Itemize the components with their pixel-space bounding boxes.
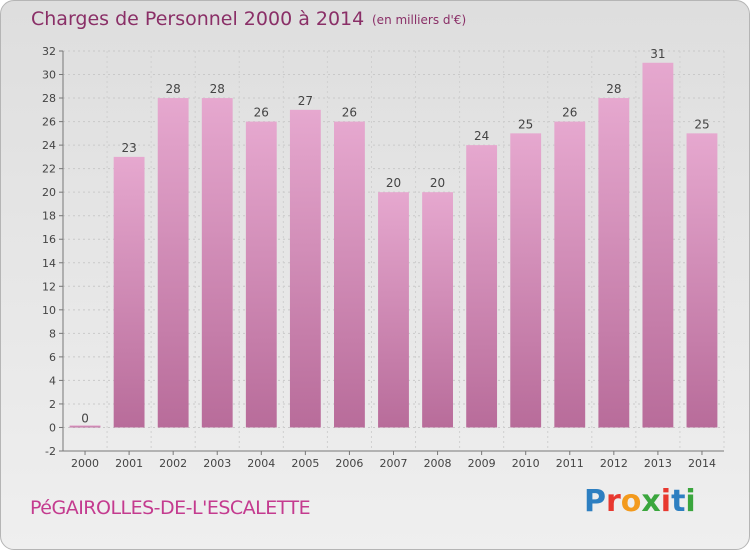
y-tick-label: 14 (42, 257, 56, 270)
data-label: 28 (606, 82, 621, 96)
logo-letter: i (660, 484, 672, 519)
x-tick-label: 2013 (644, 457, 672, 470)
data-labels: 0 23 28 28 26 27 26 20 20 24 25 26 28 31 25 (81, 47, 709, 426)
chart-title: Charges de Personnel 2000 à 2014 (31, 8, 365, 30)
x-tick-label: 2004 (247, 457, 275, 470)
x-tick-label: 2007 (380, 457, 408, 470)
data-label: 24 (474, 129, 489, 143)
commune-name: PéGAIROLLES-DE-L'ESCALETTE (30, 497, 311, 519)
bar (113, 156, 145, 428)
data-label: 26 (562, 106, 577, 120)
bar (201, 98, 233, 428)
bar (422, 192, 453, 428)
bar (686, 133, 718, 428)
logo-letter: t (671, 484, 686, 519)
data-label: 25 (694, 117, 709, 131)
data-label: 0 (81, 411, 89, 425)
bars (69, 62, 718, 428)
x-tick-label: 2014 (688, 457, 716, 470)
logo-letter: o (620, 484, 642, 519)
logo-letter: P (584, 484, 606, 519)
x-tick-label: 2009 (468, 457, 496, 470)
bar (245, 121, 277, 428)
x-tick-label: 2002 (159, 457, 187, 470)
y-tick-label: 20 (42, 186, 56, 199)
x-tick-label: 2008 (424, 457, 452, 470)
y-tick-label: 30 (42, 69, 56, 82)
y-tick-label: 12 (42, 280, 56, 293)
y-tick-label: 0 (49, 421, 56, 434)
data-label: 31 (650, 47, 665, 61)
data-label: 25 (518, 117, 533, 131)
logo-letter: r (606, 484, 621, 519)
bar (378, 192, 409, 428)
data-label: 26 (342, 106, 357, 120)
bar (554, 121, 586, 428)
logo-letter: i (685, 484, 696, 519)
bar (289, 109, 321, 428)
x-tick-label: 2000 (71, 457, 99, 470)
bar (157, 98, 189, 428)
x-tick-label: 2012 (600, 457, 628, 470)
x-tick-label: 2001 (115, 457, 143, 470)
x-tick-label: 2011 (556, 457, 584, 470)
data-label: 27 (298, 94, 313, 108)
y-tick-label: 28 (42, 92, 56, 105)
y-tick-label: -2 (45, 445, 56, 458)
y-tick-label: 16 (42, 233, 56, 246)
bar (642, 62, 674, 428)
chart-subtitle: (en milliers d'€) (372, 13, 467, 27)
bar (510, 133, 542, 428)
y-tick-label: 6 (49, 351, 56, 364)
x-tick-label: 2010 (512, 457, 540, 470)
y-tick-label: 24 (42, 139, 56, 152)
y-tick-label: 18 (42, 210, 56, 223)
data-label: 26 (254, 106, 269, 120)
data-label: 23 (121, 141, 136, 155)
x-tick-label: 2006 (335, 457, 363, 470)
bar (334, 121, 365, 428)
y-tick-label: 32 (42, 45, 56, 58)
y-tick-label: 8 (49, 327, 56, 340)
x-tick-label: 2003 (203, 457, 231, 470)
logo-letter: x (641, 484, 661, 519)
bar (598, 98, 630, 428)
data-label: 28 (166, 82, 181, 96)
y-tick-label: 22 (42, 163, 56, 176)
proxiti-logo[interactable]: Proxiti (584, 484, 696, 519)
data-label: 28 (210, 82, 225, 96)
y-tick-label: 10 (42, 304, 56, 317)
bar (466, 145, 498, 428)
data-label: 20 (430, 176, 445, 190)
data-label: 20 (386, 176, 401, 190)
y-tick-label: 2 (49, 398, 56, 411)
bar (69, 425, 101, 428)
y-tick-label: 26 (42, 116, 56, 129)
y-tick-label: 4 (49, 374, 56, 387)
x-tick-label: 2005 (291, 457, 319, 470)
